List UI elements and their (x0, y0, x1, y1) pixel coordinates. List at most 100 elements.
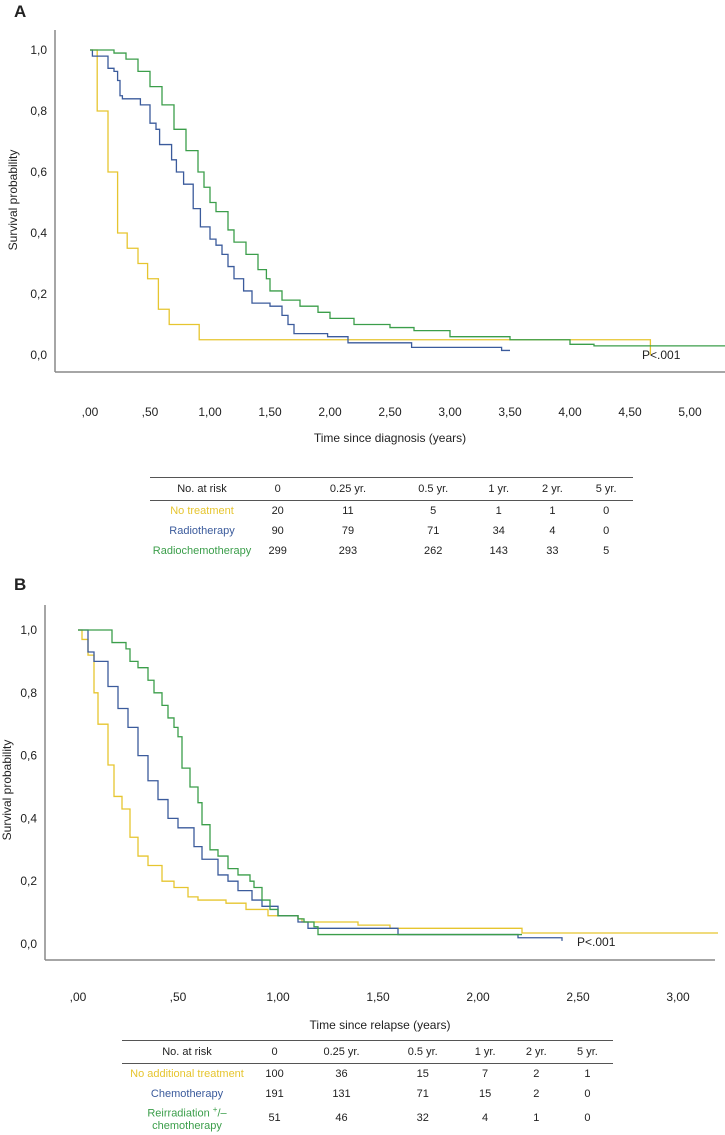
x-tick-label: ,50 (170, 990, 187, 1004)
x-tick-label: 2,50 (566, 990, 590, 1004)
x-tick-label: 4,50 (618, 405, 642, 419)
x-tick-label: 3,50 (498, 405, 522, 419)
cell: 4 (549, 525, 556, 537)
row-label-sup: + (212, 1105, 218, 1114)
survival-curve-no-treatment (78, 629, 718, 934)
cell: 20 (271, 505, 284, 517)
risk-table-a: No. at risk 0 0.25 yr. 0.5 yr. 1 yr. 2 y… (150, 477, 633, 561)
x-tick-label: 4,00 (558, 405, 582, 419)
survival-curve-radiotherapy (90, 49, 510, 352)
table-row: No treatment 20 11 5 1 1 0 (150, 501, 633, 522)
y-axis-title: Survival probability (6, 150, 20, 251)
x-tick-label: 2,00 (318, 405, 342, 419)
cell: 7 (482, 1068, 489, 1080)
y-tick-label: 0,8 (30, 104, 47, 118)
cell: 33 (546, 545, 559, 557)
x-tick-label: 1,50 (258, 405, 282, 419)
survival-curve-radiochemotherapy (90, 49, 725, 347)
x-tick-label: 2,50 (378, 405, 402, 419)
p-value-annotation: P<.001 (577, 935, 616, 949)
header-cell: 1 yr. (474, 1046, 496, 1058)
cell: 71 (427, 525, 440, 537)
x-tick-label: ,00 (70, 990, 87, 1004)
header-cell: 0 (274, 483, 281, 495)
row-label-line1b: /– (217, 1107, 227, 1120)
y-tick-label: 0,0 (30, 348, 47, 362)
table-row: No additional treatment 100 36 15 7 2 1 (122, 1064, 613, 1085)
cell: 36 (335, 1068, 348, 1080)
cell: 15 (416, 1068, 429, 1080)
cell: 1 (549, 505, 556, 517)
cell: 100 (265, 1068, 284, 1080)
header-cell: 0.5 yr. (407, 1046, 438, 1058)
x-tick-label: 5,00 (678, 405, 702, 419)
cell: 51 (268, 1111, 281, 1124)
row-label: Chemotherapy (150, 1088, 224, 1100)
row-label: No treatment (170, 505, 234, 517)
header-cell: 1 yr. (488, 483, 510, 495)
y-tick-label: 0,8 (20, 686, 37, 700)
y-tick-label: 0,6 (30, 165, 47, 179)
cell: 1 (495, 505, 502, 517)
y-tick-label: 0,4 (20, 811, 37, 825)
cell: 262 (424, 545, 443, 557)
header-cell: 0.25 yr. (323, 1046, 360, 1058)
y-tick-label: 0,2 (20, 874, 37, 888)
cell: 1 (584, 1068, 591, 1080)
header-cell: 0.5 yr. (418, 483, 449, 495)
header-cell: 5 yr. (595, 483, 617, 495)
header-cell: 2 yr. (542, 483, 563, 495)
y-tick-label: 0,2 (30, 287, 47, 301)
table-row: Radiotherapy 90 79 71 34 4 0 (150, 521, 633, 541)
table-row: Chemotherapy 191 131 71 15 2 0 (122, 1084, 613, 1104)
cell: 2 (533, 1088, 540, 1100)
y-tick-label: 1,0 (30, 43, 47, 57)
cell: 46 (335, 1111, 348, 1124)
row-label: Reirradiation +/– chemotherapy (122, 1104, 252, 1132)
cell: 79 (341, 525, 355, 537)
cell: 143 (489, 545, 508, 557)
x-tick-label: ,00 (82, 405, 99, 419)
survival-curve-radiochemotherapy (78, 629, 522, 936)
cell: 32 (416, 1111, 429, 1124)
x-tick-label: 1,00 (198, 405, 222, 419)
cell: 191 (265, 1088, 284, 1100)
header-cell: No. at risk (177, 483, 227, 495)
cell: 71 (416, 1088, 429, 1100)
x-tick-label: 1,00 (266, 990, 290, 1004)
risk-table-header: No. at risk 0 0.25 yr. 0.5 yr. 1 yr. 2 y… (122, 1040, 613, 1064)
row-label: Radiochemotherapy (152, 545, 252, 557)
cell: 299 (268, 545, 287, 557)
cell: 1 (533, 1111, 540, 1124)
cell: 0 (603, 505, 610, 517)
x-tick-label: 3,00 (666, 990, 690, 1004)
row-label: Radiotherapy (169, 525, 235, 537)
y-tick-label: 0,4 (30, 226, 47, 240)
y-tick-label: 0,0 (20, 937, 37, 951)
header-cell: No. at risk (162, 1046, 212, 1058)
y-tick-label: 1,0 (20, 623, 37, 637)
header-cell: 0 (271, 1046, 278, 1058)
table-row: Reirradiation +/– chemotherapy 51 46 32 4… (122, 1104, 613, 1132)
panel-label-b: B (14, 575, 27, 594)
header-cell: 0.25 yr. (329, 483, 366, 495)
x-axis-title: Time since diagnosis (years) (314, 431, 466, 445)
survival-curve-radiotherapy (78, 629, 563, 941)
cell: 15 (478, 1088, 492, 1100)
panel-label-a: A (14, 2, 27, 21)
row-label-line2: chemotherapy (152, 1119, 222, 1132)
cell: 90 (271, 525, 284, 537)
cell: 5 (430, 505, 437, 517)
x-tick-label: 2,00 (466, 990, 490, 1004)
cell: 0 (603, 525, 610, 537)
cell: 34 (492, 525, 505, 537)
x-axis-title: Time since relapse (years) (310, 1018, 451, 1032)
x-tick-label: ,50 (142, 405, 159, 419)
x-tick-label: 3,00 (438, 405, 462, 419)
cell: 131 (332, 1088, 351, 1100)
cell: 4 (482, 1111, 489, 1124)
y-tick-label: 0,6 (20, 749, 37, 763)
survival-curve-no-treatment (90, 49, 652, 355)
risk-table-header: No. at risk 0 0.25 yr. 0.5 yr. 1 yr. 2 y… (150, 477, 633, 501)
